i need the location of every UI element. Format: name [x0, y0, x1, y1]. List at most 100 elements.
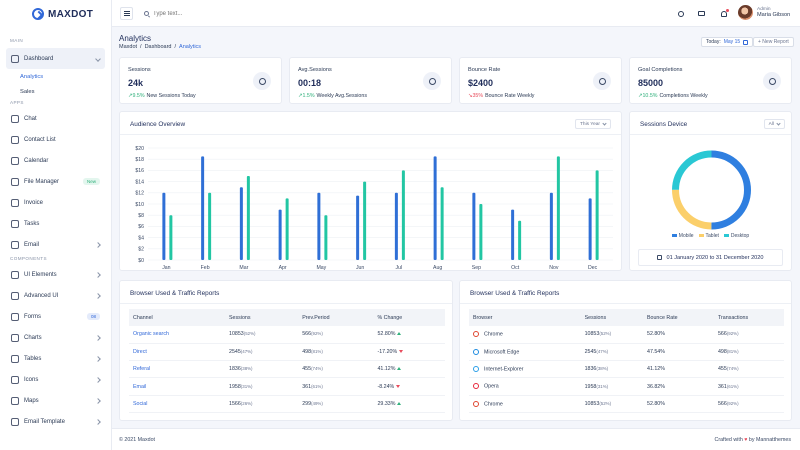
search-box[interactable]	[144, 7, 264, 20]
y-tick-label: $0	[138, 258, 144, 264]
bar	[401, 170, 405, 260]
user-menu[interactable]: Admin Maria Gibson	[738, 5, 790, 20]
prev-value: 299	[302, 400, 312, 407]
settings-button[interactable]	[674, 7, 687, 20]
mail-button[interactable]	[695, 7, 708, 20]
table-row: Chrome 10853(52%) 52.80% 566(92%)	[469, 326, 784, 344]
date-picker-button[interactable]: Today: May 15	[701, 37, 754, 47]
menu-toggle-button[interactable]	[120, 7, 133, 20]
sidebar-item-tables[interactable]: Tables	[0, 348, 111, 369]
sidebar-item-contact-list[interactable]: Contact List	[0, 129, 111, 150]
change-value: -17.20%	[377, 348, 398, 355]
sessions-pct: (47%)	[240, 348, 253, 354]
triangle-down-icon	[399, 349, 404, 353]
prev-pct: (81%)	[311, 348, 323, 354]
sidebar-item-label: UI Elements	[24, 271, 57, 278]
arrow-up-icon: ↗	[128, 93, 133, 99]
search-input[interactable]	[153, 10, 253, 17]
avatar	[738, 5, 753, 20]
column-header: Transactions	[713, 309, 784, 326]
column-header: Sessions	[225, 309, 299, 326]
audience-filter-dropdown[interactable]: This Year	[575, 119, 611, 129]
browser-traffic-card: Browser Used & Traffic Reports Browser Se…	[459, 280, 792, 421]
clock-icon	[423, 72, 441, 90]
table-row: Referal 1836(38%) 455(74%) 41.12%	[129, 360, 445, 379]
sidebar-item-dashboard[interactable]: Dashboard	[6, 48, 105, 69]
chevron-down-icon	[776, 120, 781, 126]
sidebar-item-maps[interactable]: Maps	[0, 390, 111, 411]
new-report-button[interactable]: + New Report	[753, 37, 794, 47]
sidebar-item-tasks[interactable]: Tasks	[0, 213, 111, 234]
channel-link[interactable]: Direct	[133, 348, 147, 355]
stat-value: 24k	[128, 78, 144, 88]
x-tick-label: Jan	[162, 265, 170, 271]
change-value: 41.12%	[377, 366, 396, 373]
channel-link[interactable]: Referal	[133, 366, 151, 373]
x-tick-label: Dec	[588, 265, 598, 271]
sessions-pct: (31%)	[596, 383, 609, 389]
prev-value: 566	[302, 331, 312, 338]
page-title: Analytics	[119, 34, 152, 43]
channel-link[interactable]: Email	[133, 383, 147, 390]
chevron-down-icon	[95, 55, 101, 62]
chevron-right-icon	[95, 397, 101, 404]
prev-pct: (92%)	[311, 331, 323, 337]
chevron-right-icon	[95, 355, 101, 362]
prev-value: 455	[302, 366, 312, 373]
channel-link[interactable]: Organic search	[133, 331, 169, 338]
stat-change: ↗10.5% Completions Weekly	[638, 93, 708, 99]
donut-legend: Mobile Tablet Desktop	[630, 233, 791, 239]
table-row: Organic search 10853(52%) 566(92%) 52.80%	[129, 326, 445, 344]
donut-slice	[672, 150, 751, 230]
bar	[246, 176, 250, 260]
sidebar-item-file-manager[interactable]: File Manager New	[0, 171, 111, 192]
channel-link[interactable]: Social	[133, 400, 148, 407]
browser-name: Microsoft Edge	[484, 349, 520, 356]
legend-label: Tablet	[705, 233, 719, 239]
stat-change-pct: 35%	[472, 93, 484, 99]
device-filter-dropdown[interactable]: All	[763, 119, 785, 129]
browser-name: Chrome	[484, 331, 503, 338]
breadcrumb-item[interactable]: Dashboard	[144, 44, 172, 50]
y-tick-label: $16	[135, 168, 144, 174]
home-icon	[11, 54, 19, 63]
sessions-value: 1836	[229, 366, 241, 373]
sidebar-item-icons[interactable]: Icons	[0, 369, 111, 390]
logo-icon	[32, 8, 44, 20]
sidebar-item-calendar[interactable]: Calendar	[0, 150, 111, 171]
sidebar-item-charts[interactable]: Charts	[0, 327, 111, 348]
sessions-value: 10853	[229, 331, 244, 338]
breadcrumb-item[interactable]: Maxdot	[119, 44, 138, 50]
sidebar-item-email-template[interactable]: Email Template	[0, 411, 111, 432]
pulse-icon	[593, 72, 611, 90]
transactions-pct: (92%)	[726, 400, 739, 406]
sidebar-subitem-analytics[interactable]: Analytics	[20, 73, 44, 80]
folder-icon	[11, 177, 19, 186]
arrow-up-icon: ↗	[298, 93, 303, 99]
sessions-value: 2545	[229, 348, 241, 355]
bar	[317, 192, 321, 260]
user-role: Admin	[757, 7, 771, 12]
column-header: Channel	[129, 309, 225, 326]
sidebar-item-invoice[interactable]: Invoice	[0, 192, 111, 213]
y-tick-label: $8	[138, 213, 144, 219]
sidebar-item-email[interactable]: Email	[0, 234, 111, 255]
sidebar-item-chat[interactable]: Chat	[0, 108, 111, 129]
brand-logo[interactable]: MAXDOT	[0, 0, 111, 28]
sidebar-item-ui-elements[interactable]: UI Elements	[0, 264, 111, 285]
legend-swatch	[723, 234, 729, 238]
sidebar-item-advanced-ui[interactable]: Advanced UI	[0, 285, 111, 306]
x-tick-label: Jul	[396, 265, 403, 271]
sidebar: MAXDOT MAIN Dashboard Analytics Sales AP…	[0, 0, 112, 450]
sidebar-item-forms[interactable]: Forms 08	[0, 306, 111, 327]
change-value: 52.80%	[377, 331, 396, 338]
stat-change-pct: 10.5%	[642, 93, 658, 99]
chevron-right-icon	[95, 271, 101, 278]
sidebar-subitem-sales[interactable]: Sales	[20, 88, 35, 95]
footer: © 2021 Maxdot Crafted with ♥ by Mannatth…	[112, 428, 800, 450]
sidebar-item-label: Invoice	[24, 199, 44, 206]
transactions-pct: (61%)	[726, 383, 739, 389]
transactions-pct: (74%)	[726, 366, 739, 372]
sidebar-item-label: Maps	[24, 397, 39, 404]
notifications-button[interactable]	[717, 7, 730, 20]
